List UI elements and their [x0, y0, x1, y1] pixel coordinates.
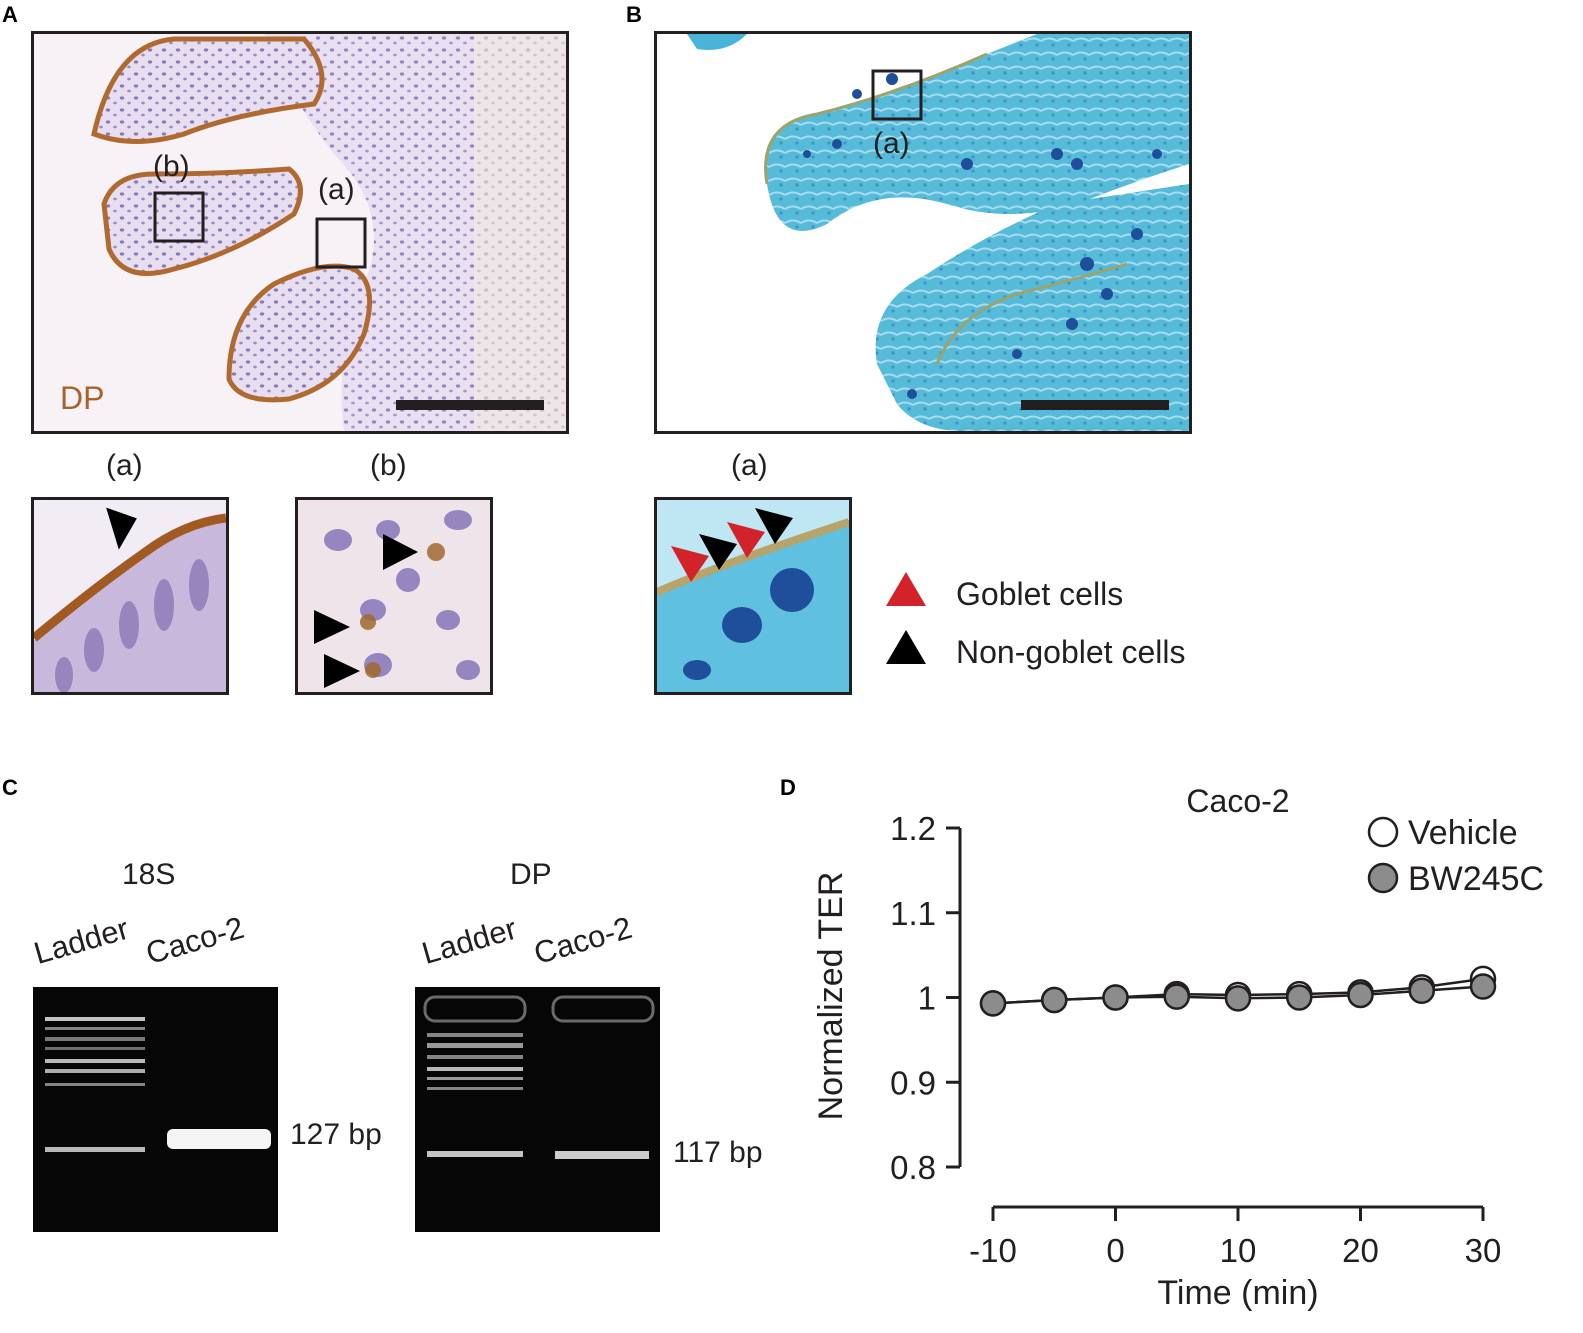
panel-label-b: B [626, 2, 642, 27]
chart-legend: Vehicle BW245C [1367, 814, 1544, 898]
chart-axes: 0.8 0.9 1 1.1 1.2 -10 0 10 20 30 [890, 810, 1501, 1269]
panel-label-a: A [2, 2, 18, 27]
gel1-lane-ladder: Ladder [30, 910, 133, 972]
inset-b-micrograph [295, 497, 493, 695]
legend-label-vehicle: Vehicle [1408, 814, 1518, 852]
goblet-legend-marker [886, 572, 926, 664]
x-tick-label: 10 [1220, 1232, 1257, 1269]
band-label-127bp: 127 bp [290, 1118, 382, 1151]
panel-label-c: C [2, 775, 18, 800]
x-tick-label: 0 [1106, 1232, 1124, 1269]
legend-label-bw245c: BW245C [1408, 860, 1544, 898]
data-point-bw245c [979, 990, 1007, 1017]
y-axis-label: Normalized TER [812, 872, 850, 1121]
inset-label-a: (a) [106, 449, 143, 482]
ter-chart: Caco-2 Normalized TER Time (min) 0.8 0.9 1… [780, 770, 1580, 1330]
x-tick-label: -10 [969, 1232, 1017, 1269]
y-tick-label: 1.1 [890, 895, 936, 932]
chart-title: Caco-2 [1186, 783, 1289, 819]
box-label-b-a: (a) [873, 127, 910, 160]
gel-image-18s [33, 987, 278, 1232]
y-tick-label: 1 [918, 980, 936, 1017]
gel2-lane-caco2: Caco-2 [530, 909, 636, 972]
inset-label-b-a: (a) [731, 449, 768, 482]
non-goblet-cells-triangle-icon [886, 630, 926, 664]
micrograph-b [654, 31, 1192, 434]
goblet-cells-triangle-icon [886, 572, 926, 606]
data-point-bw245c [1041, 986, 1068, 1014]
data-point-bw245c [1102, 984, 1129, 1011]
x-axis-label: Time (min) [1157, 1274, 1318, 1312]
legend-non-goblet-cells: Non-goblet cells [956, 634, 1186, 670]
data-point-bw245c [1163, 983, 1190, 1010]
data-point-bw245c [1347, 981, 1374, 1009]
box-label-a: (a) [318, 173, 355, 206]
x-tick-label: 30 [1465, 1232, 1502, 1269]
data-point-bw245c [1224, 985, 1252, 1012]
legend-marker-bw245c [1367, 862, 1399, 894]
gel1-lane-caco2: Caco-2 [142, 909, 248, 972]
y-tick-label: 0.9 [890, 1064, 936, 1101]
inset-b-a-micrograph [654, 497, 852, 695]
y-tick-label: 0.8 [890, 1149, 936, 1186]
gel-title-18s: 18S [122, 858, 176, 891]
y-tick-label: 1.2 [890, 810, 936, 847]
panel-label-d: D [780, 775, 796, 800]
band-label-117bp: 117 bp [673, 1136, 763, 1169]
stain-label-dp: DP [60, 380, 105, 416]
data-point-bw245c [1286, 984, 1313, 1011]
x-tick-label: 20 [1342, 1232, 1379, 1269]
micrograph-a [31, 31, 569, 434]
legend-goblet-cells: Goblet cells [956, 576, 1124, 612]
gel-image-dp [415, 987, 660, 1232]
series-points [979, 965, 1497, 1017]
data-point-bw245c [1408, 977, 1435, 1004]
gel2-lane-ladder: Ladder [418, 910, 521, 972]
inset-a-micrograph [31, 497, 229, 695]
inset-label-b: (b) [370, 449, 407, 482]
data-point-bw245c [1469, 973, 1497, 1000]
box-label-b: (b) [153, 150, 190, 183]
legend-marker-vehicle [1367, 816, 1399, 848]
gel-title-dp: DP [510, 858, 552, 891]
